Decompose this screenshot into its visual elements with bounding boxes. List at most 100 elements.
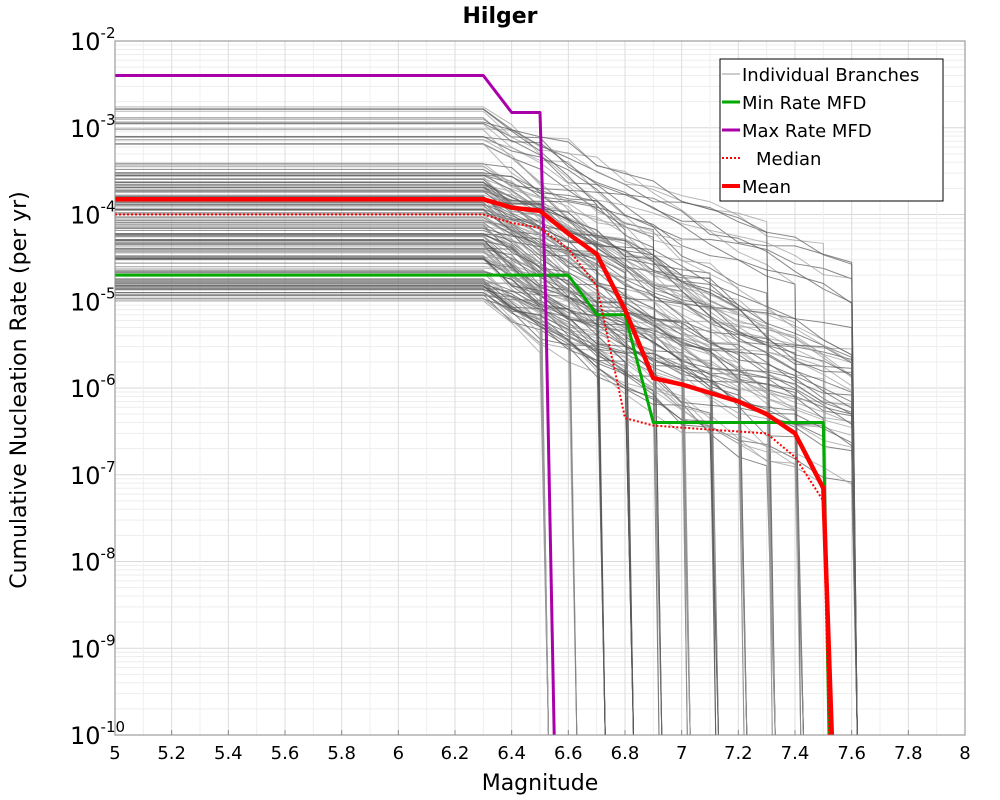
branch-line: [115, 286, 578, 736]
branch-line: [115, 289, 691, 736]
branch-line: [115, 201, 858, 736]
branch-line: [115, 300, 549, 736]
branch-line: [115, 220, 804, 736]
branch-line: [115, 178, 858, 736]
x-tick-label: 5.2: [157, 743, 186, 764]
branch-line: [115, 191, 660, 736]
branch-line: [115, 184, 748, 736]
branch-line: [115, 117, 802, 736]
x-tick-label: 5: [109, 743, 120, 764]
branch-line: [115, 271, 634, 736]
y-tick-label: 10-8: [70, 545, 116, 577]
branch-line: [115, 256, 606, 736]
branch-line: [115, 110, 802, 736]
branch-line: [115, 208, 858, 736]
x-tick-label: 6.2: [441, 743, 470, 764]
x-tick-label: 7.6: [837, 743, 866, 764]
legend-label: Median: [756, 149, 821, 170]
chart-title: Hilger: [462, 4, 537, 29]
branch-line: [115, 284, 858, 736]
branch-line: [115, 272, 858, 736]
branch-line: [115, 168, 858, 736]
y-tick-base: 10: [70, 549, 101, 577]
y-tick-base: 10: [70, 288, 101, 316]
branch-line: [115, 123, 691, 736]
branch-line: [115, 186, 858, 736]
series-line-mean: [115, 196, 835, 736]
y-tick-label: 10-5: [70, 284, 116, 316]
x-axis-label: Magnitude: [482, 771, 599, 796]
series-line-max-rate-mfd: [115, 74, 556, 736]
x-tick-label: 5.6: [271, 743, 300, 764]
y-tick-base: 10: [70, 28, 101, 56]
x-tick-label: 7.8: [894, 743, 923, 764]
y-tick-label: 10-7: [70, 458, 116, 490]
y-tick-exponent: -7: [101, 458, 116, 476]
y-tick-exponent: -8: [101, 545, 116, 563]
branch-line: [115, 172, 663, 736]
y-axis-ticks: 10-210-310-410-510-610-710-810-910-10: [70, 24, 125, 750]
legend-label: Min Rate MFD: [742, 93, 866, 114]
y-tick-label: 10-6: [70, 371, 116, 403]
y-tick-base: 10: [70, 635, 101, 663]
branch-line: [115, 294, 858, 736]
y-axis-label: Cumulative Nucleation Rate (per yr): [7, 191, 32, 589]
branch-line: [115, 272, 802, 736]
legend-label: Max Rate MFD: [742, 121, 872, 142]
legend-label: Individual Branches: [742, 65, 919, 86]
y-tick-label: 10-2: [70, 24, 116, 56]
x-tick-label: 6: [393, 743, 404, 764]
x-tick-label: 5.8: [327, 743, 356, 764]
branch-line: [115, 162, 858, 736]
legend: Individual Branches Min Rate MFD Max Rate …: [719, 58, 944, 202]
series-line-median: [115, 213, 830, 736]
y-tick-exponent: -10: [101, 718, 126, 736]
branch-line: [115, 289, 691, 736]
x-tick-label: 7: [676, 743, 687, 764]
branch-line: [115, 282, 691, 736]
legend-box: [719, 58, 944, 202]
x-tick-label: 5.4: [214, 743, 243, 764]
x-tick-label: 7.4: [781, 743, 810, 764]
branch-line: [115, 206, 830, 736]
y-tick-base: 10: [70, 115, 101, 143]
series-lines: [115, 74, 835, 736]
y-tick-exponent: -6: [101, 371, 116, 389]
y-tick-label: 10-10: [70, 718, 125, 750]
branch-line: [115, 136, 776, 736]
y-tick-label: 10-4: [70, 198, 116, 230]
x-tick-label: 8: [959, 743, 970, 764]
branch-line: [115, 201, 748, 736]
y-tick-base: 10: [70, 202, 101, 230]
y-tick-exponent: -4: [101, 198, 116, 216]
branch-line: [115, 221, 549, 736]
branch-line: [115, 217, 578, 736]
branch-line: [115, 139, 691, 736]
y-tick-label: 10-3: [70, 111, 116, 143]
y-tick-exponent: -3: [101, 111, 116, 129]
y-tick-exponent: -2: [101, 24, 116, 42]
x-axis-ticks: 5 5.2 5.4 5.6 5.8 6 6.2 6.4 6.6 6.8 7 7.2 7.4 7.6 7.8 8: [109, 730, 971, 764]
series-line-min-rate-mfd: [115, 273, 831, 736]
x-tick-label: 6.8: [611, 743, 640, 764]
branch-line: [115, 233, 858, 736]
y-tick-base: 10: [70, 722, 101, 750]
y-tick-base: 10: [70, 462, 101, 490]
y-tick-label: 10-9: [70, 631, 116, 663]
branch-line: [115, 243, 804, 736]
branch-line: [115, 282, 634, 736]
x-tick-label: 7.2: [724, 743, 753, 764]
individual-branches: [115, 106, 858, 736]
branch-line: [115, 136, 858, 736]
branch-line: [115, 196, 858, 736]
branch-line: [115, 184, 858, 736]
branch-line: [115, 143, 634, 736]
y-tick-base: 10: [70, 375, 101, 403]
y-tick-exponent: -5: [101, 284, 116, 302]
plot-area-border: [114, 40, 966, 736]
branch-line: [115, 139, 858, 736]
branch-line: [115, 285, 717, 736]
branch-line: [115, 174, 858, 736]
x-tick-label: 6.6: [554, 743, 583, 764]
